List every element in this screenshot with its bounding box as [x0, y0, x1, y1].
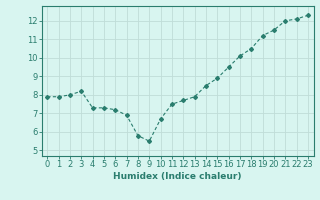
X-axis label: Humidex (Indice chaleur): Humidex (Indice chaleur) [113, 172, 242, 181]
